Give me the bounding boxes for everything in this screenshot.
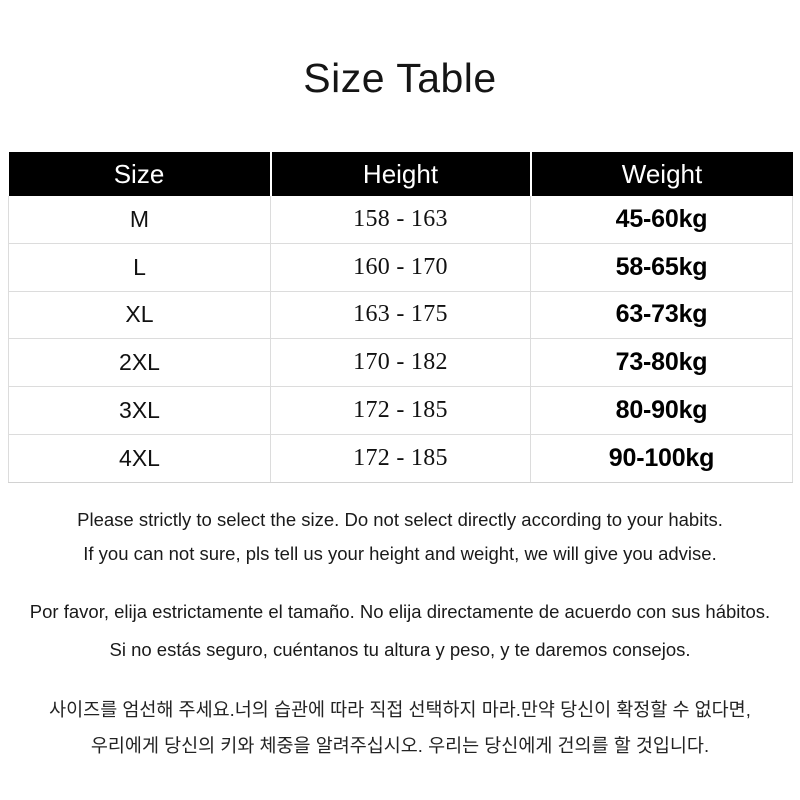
table-row: M 158 - 163 45-60kg <box>8 196 793 244</box>
note-line-ko-1: 사이즈를 엄선해 주세요.너의 습관에 따라 직접 선택하지 마라.만약 당신이… <box>49 699 751 720</box>
size-table: Size Height Weight M 158 - 163 45-60kg L… <box>8 152 793 483</box>
note-line-en-2: If you can not sure, pls tell us your he… <box>83 543 717 564</box>
cell-height: 163 - 175 <box>270 291 531 340</box>
cell-size: 3XL <box>8 386 271 435</box>
table-row: 2XL 170 - 182 73-80kg <box>8 338 793 388</box>
note-line-ko-2: 우리에게 당신의 키와 체중을 알려주십시오. 우리는 당신에게 건의를 할 것… <box>90 735 710 756</box>
cell-height: 172 - 185 <box>270 386 531 435</box>
page-title: Size Table <box>303 55 497 101</box>
column-header-size: Size <box>8 152 272 196</box>
table-body: M 158 - 163 45-60kg L 160 - 170 58-65kg … <box>8 196 793 483</box>
cell-height: 158 - 163 <box>270 196 531 244</box>
table-row: 3XL 172 - 185 80-90kg <box>8 386 793 435</box>
table-header: Size Height Weight <box>8 152 793 196</box>
note-line-en-1: Please strictly to select the size. Do n… <box>77 509 723 530</box>
notes-english: Please strictly to select the size. Do n… <box>0 503 800 571</box>
note-line-es-1: Por favor, elija estrictamente el tamaño… <box>29 601 771 622</box>
column-header-height: Height <box>270 152 532 196</box>
cell-weight: 58-65kg <box>530 243 793 292</box>
cell-height: 170 - 182 <box>270 338 531 388</box>
cell-size: L <box>8 243 271 292</box>
notes-spanish: Por favor, elija estrictamente el tamaño… <box>0 593 800 669</box>
cell-weight: 90-100kg <box>530 434 793 483</box>
cell-size: M <box>8 196 271 244</box>
cell-size: 2XL <box>8 338 271 388</box>
cell-weight: 80-90kg <box>530 386 793 435</box>
cell-weight: 63-73kg <box>530 291 793 340</box>
cell-size: XL <box>8 291 271 340</box>
table-row: XL 163 - 175 63-73kg <box>8 291 793 340</box>
column-header-weight: Weight <box>530 152 793 196</box>
size-table-container: Size Height Weight M 158 - 163 45-60kg L… <box>8 152 793 483</box>
note-line-es-2: Si no estás seguro, cuéntanos tu altura … <box>109 639 691 660</box>
cell-size: 4XL <box>8 434 271 483</box>
table-header-row: Size Height Weight <box>8 152 793 196</box>
cell-weight: 73-80kg <box>530 338 793 388</box>
cell-weight: 45-60kg <box>530 196 793 244</box>
table-row: 4XL 172 - 185 90-100kg <box>8 434 793 483</box>
cell-height: 160 - 170 <box>270 243 531 292</box>
table-row: L 160 - 170 58-65kg <box>8 243 793 292</box>
notes-korean: 사이즈를 엄선해 주세요.너의 습관에 따라 직접 선택하지 마라.만약 당신이… <box>0 692 800 764</box>
cell-height: 172 - 185 <box>270 434 531 483</box>
